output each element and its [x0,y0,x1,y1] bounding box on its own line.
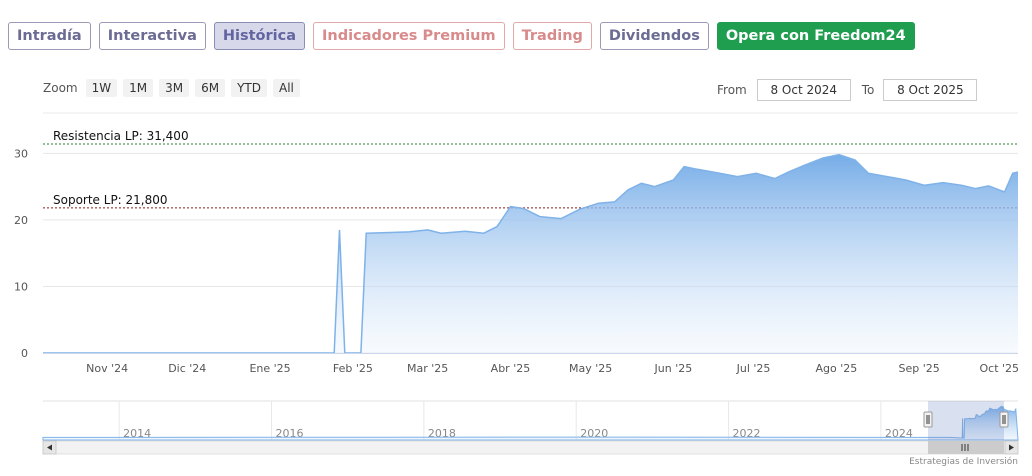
tab-intradia[interactable]: Intradía [8,22,91,50]
x-tick-label: Abr '25 [491,362,531,375]
x-axis: Nov '24 Dic '24 Ene '25 Feb '25 Mar '25 Abr '… [43,353,1020,375]
x-tick-label: Dic '24 [168,362,206,375]
x-tick-label: Jul '25 [736,362,771,375]
navigator-right-handle[interactable] [999,411,1009,428]
navigator-series [42,405,1019,441]
tab-indicadores-premium[interactable]: Indicadores Premium [313,22,505,50]
x-tick-label: Nov '24 [86,362,128,375]
navigator-tick-label: 2016 [276,427,304,440]
price-series[interactable] [43,153,1019,354]
y-tick-label: 20 [14,214,28,227]
x-tick-label: Oct '25 [980,362,1020,375]
x-tick-label: Sep '25 [899,362,940,375]
price-area-fill [43,154,1018,353]
tab-interactiva[interactable]: Interactiva [98,22,206,50]
zoom-6m-button[interactable]: 6M [195,79,226,97]
from-date-input[interactable]: 8 Oct 2024 [756,79,851,101]
navigator-tick-label: 2024 [885,427,913,440]
y-tick-label: 0 [21,347,28,360]
chart-tabs: Intradía Interactiva Histórica Indicador… [8,22,915,50]
arrow-right-icon [1009,444,1014,451]
y-axis: 0 10 20 30 [14,147,28,360]
tab-trading[interactable]: Trading [512,22,592,50]
date-range: From 8 Oct 2024 To 8 Oct 2025 [717,79,978,101]
resistance-label: Resistencia LP: 31,400 [53,129,189,143]
navigator-left-handle[interactable] [923,411,933,428]
x-tick-label: Mar '25 [407,362,448,375]
zoom-label: Zoom [43,81,78,95]
zoom-1m-button[interactable]: 1M [123,79,154,97]
arrow-left-icon [47,444,52,451]
tab-historica[interactable]: Histórica [213,22,306,50]
price-line [43,153,1019,354]
to-date-input[interactable]: 8 Oct 2025 [883,79,978,101]
x-tick-label: Ago '25 [815,362,857,375]
navigator-mask[interactable] [928,401,1004,440]
opera-freedom24-button[interactable]: Opera con Freedom24 [716,22,915,50]
zoom-1w-button[interactable]: 1W [85,79,118,97]
zoom-all-button[interactable]: All [273,79,300,97]
zoom-selector: Zoom 1W 1M 3M 6M YTD All [43,79,300,97]
to-label: To [861,83,875,97]
from-label: From [717,83,747,97]
y-tick-label: 30 [14,147,28,160]
chart-credit[interactable]: Estrategias de Inversión [909,456,1018,467]
y-tick-label: 10 [14,280,28,293]
support-label: Soporte LP: 21,800 [53,193,168,207]
x-tick-label: May '25 [569,362,612,375]
tab-dividendos[interactable]: Dividendos [599,22,709,50]
x-tick-label: Jun '25 [654,362,693,375]
navigator-scrollbar-thumb[interactable] [928,441,1004,454]
navigator-scrollbar-track[interactable] [42,440,1019,455]
zoom-3m-button[interactable]: 3M [159,79,190,97]
x-tick-label: Feb '25 [333,362,373,375]
zoom-ytd-button[interactable]: YTD [231,79,267,97]
x-tick-label: Ene '25 [249,362,290,375]
navigator-tick-label: 2014 [123,427,151,440]
